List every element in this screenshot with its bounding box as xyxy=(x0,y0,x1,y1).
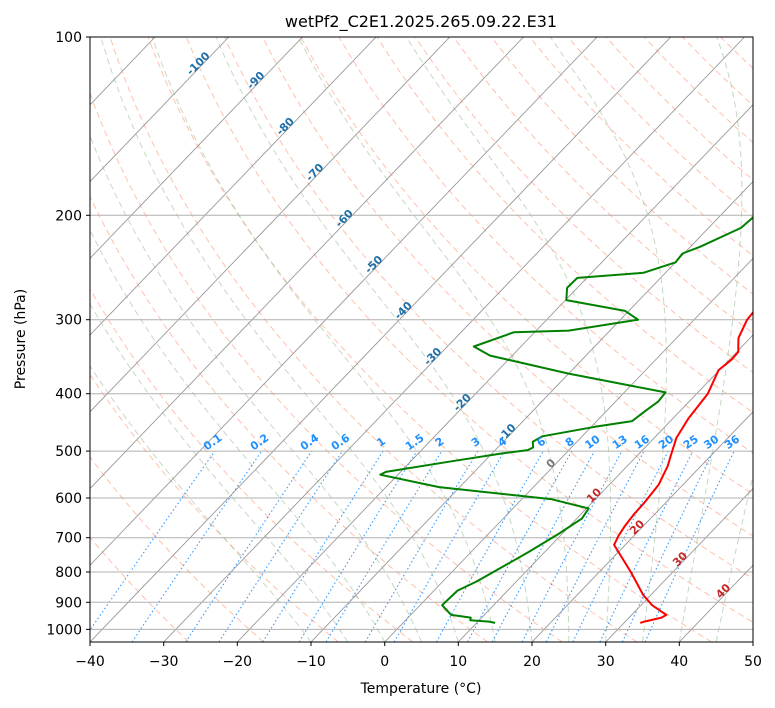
x-tick-label: 0 xyxy=(380,654,389,670)
moist-adiabat xyxy=(90,229,386,642)
y-tick-label: 300 xyxy=(55,313,82,329)
moist-adiabat xyxy=(215,37,533,642)
x-tick-label: 20 xyxy=(523,654,541,670)
isotherm-line xyxy=(90,37,377,336)
mixing-ratio-line xyxy=(131,450,263,642)
moist-adiabat xyxy=(100,37,459,642)
plot-frame xyxy=(89,36,754,643)
x-tick-label: 10 xyxy=(449,654,467,670)
y-tick-label: 800 xyxy=(55,565,82,581)
dry-adiabat xyxy=(376,37,753,413)
isotherm-line xyxy=(605,487,753,642)
y-tick-label: 200 xyxy=(55,208,82,224)
moist-adiabat xyxy=(90,134,422,642)
mixing-ratio-line xyxy=(185,450,313,642)
mixing-ratio-line xyxy=(325,450,443,642)
x-tick-label: −30 xyxy=(149,654,179,670)
x-tick-label: 50 xyxy=(744,654,762,670)
mixing-ratio-line xyxy=(262,450,384,642)
dry-adiabat xyxy=(90,456,264,642)
isotherm-line xyxy=(531,411,753,642)
dry-adiabat xyxy=(414,37,753,374)
moist-adiabat xyxy=(297,37,570,642)
chart-title: wetPf2_C2E1.2025.265.09.22.E31 xyxy=(285,12,557,32)
mixing-ratio-line xyxy=(572,450,669,642)
isotherm-line xyxy=(163,37,745,642)
moist-adiabat xyxy=(405,37,612,642)
dry-adiabat xyxy=(90,91,563,642)
y-tick-label: 100 xyxy=(55,30,82,46)
dewpoint-profile-line xyxy=(379,216,753,624)
x-tick-label: −20 xyxy=(223,654,253,670)
y-tick-label: 600 xyxy=(55,491,82,507)
mixing-ratio-line xyxy=(218,450,343,642)
isotherms xyxy=(90,37,753,642)
isotherm-line xyxy=(384,257,753,642)
dry-adiabat xyxy=(90,195,488,642)
dry-adiabat xyxy=(491,37,753,295)
plot-area: -100-90-80-70-60-50-40-30-20-10010203040… xyxy=(90,37,753,642)
x-tick-label: −10 xyxy=(296,654,326,670)
isotherm-line xyxy=(236,104,753,642)
isotherm-line xyxy=(90,37,672,642)
dry-adiabat xyxy=(185,37,753,623)
dry-adiabat xyxy=(452,37,753,334)
y-tick-label: 700 xyxy=(55,531,82,547)
y-tick-label: 1000 xyxy=(46,622,82,638)
isotherm-line xyxy=(457,334,753,642)
y-axis-ticks: 100 200 300 400 500 600 700 800 900 1000 xyxy=(46,30,90,638)
dry-adiabat xyxy=(147,37,712,642)
x-axis-label: Temperature (°C) xyxy=(360,681,482,697)
isotherm-line xyxy=(90,37,451,413)
moist-adiabat xyxy=(678,37,743,642)
x-tick-label: −40 xyxy=(75,654,105,670)
mixing-ratio-line xyxy=(298,450,418,642)
dry-adiabat xyxy=(109,37,638,642)
temperature-profile-line xyxy=(613,310,753,624)
isotherm-line xyxy=(90,37,230,183)
y-axis-label: Pressure (hPa) xyxy=(13,289,29,389)
pressure-gridlines xyxy=(90,37,753,630)
x-axis-ticks: −40 −30 −20 −10 0 10 20 30 40 50 xyxy=(75,642,762,670)
moist-adiabat xyxy=(715,473,753,642)
x-tick-label: 30 xyxy=(597,654,615,670)
mixing-ratio-line xyxy=(545,450,645,642)
moist-adiabat xyxy=(90,303,349,642)
mixing-ratio-line xyxy=(435,450,544,642)
y-tick-label: 400 xyxy=(55,387,82,403)
isotherm-line xyxy=(90,37,303,260)
isotherm-line xyxy=(90,37,598,566)
y-tick-label: 500 xyxy=(55,444,82,460)
y-tick-label: 900 xyxy=(55,595,82,611)
isotherm-line xyxy=(90,37,524,490)
x-tick-label: 40 xyxy=(670,654,688,670)
mixing-ratio-line xyxy=(90,450,216,632)
isotherm-line xyxy=(310,180,753,642)
profile-series xyxy=(379,216,753,624)
